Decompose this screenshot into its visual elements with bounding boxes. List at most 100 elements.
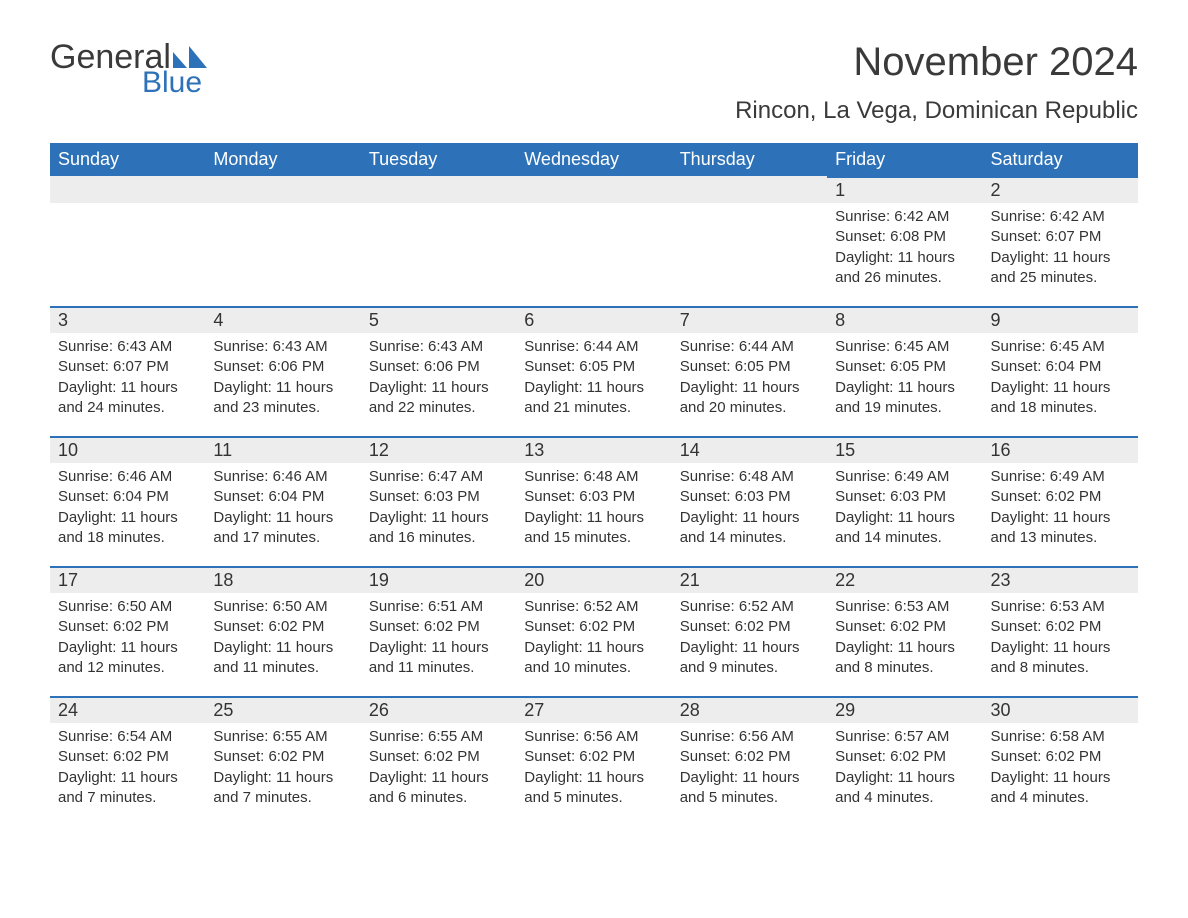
sunset-line: Sunset: 6:02 PM [58, 617, 197, 637]
brand-name-part2: Blue [142, 68, 207, 98]
day-number: 23 [983, 566, 1138, 593]
day-number: 15 [827, 436, 982, 463]
day-cell: 22Sunrise: 6:53 AMSunset: 6:02 PMDayligh… [827, 566, 982, 696]
day-content: Sunrise: 6:55 AMSunset: 6:02 PMDaylight:… [361, 723, 516, 818]
daylight-line: Daylight: 11 hours and 11 minutes. [369, 638, 508, 679]
day-cell: 24Sunrise: 6:54 AMSunset: 6:02 PMDayligh… [50, 696, 205, 826]
sunset-line: Sunset: 6:02 PM [524, 747, 663, 767]
day-number: 11 [205, 436, 360, 463]
day-number: 2 [983, 176, 1138, 203]
sunrise-line: Sunrise: 6:43 AM [369, 337, 508, 357]
daylight-line: Daylight: 11 hours and 25 minutes. [991, 248, 1130, 289]
day-content: Sunrise: 6:44 AMSunset: 6:05 PMDaylight:… [672, 333, 827, 428]
sunset-line: Sunset: 6:02 PM [369, 617, 508, 637]
day-cell: 20Sunrise: 6:52 AMSunset: 6:02 PMDayligh… [516, 566, 671, 696]
sunset-line: Sunset: 6:04 PM [991, 357, 1130, 377]
sunrise-line: Sunrise: 6:44 AM [680, 337, 819, 357]
sunset-line: Sunset: 6:05 PM [680, 357, 819, 377]
day-content: Sunrise: 6:53 AMSunset: 6:02 PMDaylight:… [983, 593, 1138, 688]
daylight-line: Daylight: 11 hours and 8 minutes. [991, 638, 1130, 679]
sunset-line: Sunset: 6:06 PM [369, 357, 508, 377]
day-cell: 1Sunrise: 6:42 AMSunset: 6:08 PMDaylight… [827, 176, 982, 306]
day-cell: 30Sunrise: 6:58 AMSunset: 6:02 PMDayligh… [983, 696, 1138, 826]
day-cell: 8Sunrise: 6:45 AMSunset: 6:05 PMDaylight… [827, 306, 982, 436]
week-row: 17Sunrise: 6:50 AMSunset: 6:02 PMDayligh… [50, 566, 1138, 696]
month-title: November 2024 [735, 40, 1138, 85]
weekday-header: Saturday [983, 143, 1138, 176]
day-number: 1 [827, 176, 982, 203]
day-cell [50, 176, 205, 306]
day-content: Sunrise: 6:53 AMSunset: 6:02 PMDaylight:… [827, 593, 982, 688]
day-number: 7 [672, 306, 827, 333]
week-row: 3Sunrise: 6:43 AMSunset: 6:07 PMDaylight… [50, 306, 1138, 436]
sunrise-line: Sunrise: 6:55 AM [369, 727, 508, 747]
day-cell [516, 176, 671, 306]
week-row: 1Sunrise: 6:42 AMSunset: 6:08 PMDaylight… [50, 176, 1138, 306]
sunrise-line: Sunrise: 6:43 AM [58, 337, 197, 357]
sunset-line: Sunset: 6:06 PM [213, 357, 352, 377]
sunset-line: Sunset: 6:02 PM [369, 747, 508, 767]
day-cell: 13Sunrise: 6:48 AMSunset: 6:03 PMDayligh… [516, 436, 671, 566]
daylight-line: Daylight: 11 hours and 12 minutes. [58, 638, 197, 679]
day-number: 3 [50, 306, 205, 333]
day-number: 4 [205, 306, 360, 333]
weeks-container: 1Sunrise: 6:42 AMSunset: 6:08 PMDaylight… [50, 176, 1138, 826]
sunset-line: Sunset: 6:05 PM [835, 357, 974, 377]
daylight-line: Daylight: 11 hours and 7 minutes. [58, 768, 197, 809]
day-content: Sunrise: 6:50 AMSunset: 6:02 PMDaylight:… [50, 593, 205, 688]
sunset-line: Sunset: 6:02 PM [835, 617, 974, 637]
day-number: 24 [50, 696, 205, 723]
day-number: 26 [361, 696, 516, 723]
day-content: Sunrise: 6:47 AMSunset: 6:03 PMDaylight:… [361, 463, 516, 558]
day-cell: 23Sunrise: 6:53 AMSunset: 6:02 PMDayligh… [983, 566, 1138, 696]
daylight-line: Daylight: 11 hours and 8 minutes. [835, 638, 974, 679]
sunset-line: Sunset: 6:03 PM [835, 487, 974, 507]
sunrise-line: Sunrise: 6:56 AM [680, 727, 819, 747]
day-content: Sunrise: 6:52 AMSunset: 6:02 PMDaylight:… [672, 593, 827, 688]
weekday-header: Tuesday [361, 143, 516, 176]
day-number: 13 [516, 436, 671, 463]
day-number: 21 [672, 566, 827, 593]
sunrise-line: Sunrise: 6:44 AM [524, 337, 663, 357]
sunrise-line: Sunrise: 6:55 AM [213, 727, 352, 747]
sunrise-line: Sunrise: 6:52 AM [680, 597, 819, 617]
day-number: 10 [50, 436, 205, 463]
day-content: Sunrise: 6:48 AMSunset: 6:03 PMDaylight:… [672, 463, 827, 558]
day-cell: 5Sunrise: 6:43 AMSunset: 6:06 PMDaylight… [361, 306, 516, 436]
week-row: 24Sunrise: 6:54 AMSunset: 6:02 PMDayligh… [50, 696, 1138, 826]
sunset-line: Sunset: 6:07 PM [58, 357, 197, 377]
weekday-header-row: SundayMondayTuesdayWednesdayThursdayFrid… [50, 143, 1138, 176]
day-content: Sunrise: 6:51 AMSunset: 6:02 PMDaylight:… [361, 593, 516, 688]
brand-logo: General Blue [50, 40, 207, 98]
daylight-line: Daylight: 11 hours and 11 minutes. [213, 638, 352, 679]
day-cell: 7Sunrise: 6:44 AMSunset: 6:05 PMDaylight… [672, 306, 827, 436]
day-cell: 4Sunrise: 6:43 AMSunset: 6:06 PMDaylight… [205, 306, 360, 436]
day-content: Sunrise: 6:56 AMSunset: 6:02 PMDaylight:… [672, 723, 827, 818]
sunset-line: Sunset: 6:04 PM [213, 487, 352, 507]
day-cell: 12Sunrise: 6:47 AMSunset: 6:03 PMDayligh… [361, 436, 516, 566]
daylight-line: Daylight: 11 hours and 19 minutes. [835, 378, 974, 419]
day-cell: 11Sunrise: 6:46 AMSunset: 6:04 PMDayligh… [205, 436, 360, 566]
sunset-line: Sunset: 6:02 PM [991, 617, 1130, 637]
daylight-line: Daylight: 11 hours and 14 minutes. [680, 508, 819, 549]
day-content: Sunrise: 6:55 AMSunset: 6:02 PMDaylight:… [205, 723, 360, 818]
sunrise-line: Sunrise: 6:45 AM [991, 337, 1130, 357]
day-content: Sunrise: 6:49 AMSunset: 6:02 PMDaylight:… [983, 463, 1138, 558]
daylight-line: Daylight: 11 hours and 9 minutes. [680, 638, 819, 679]
day-cell: 28Sunrise: 6:56 AMSunset: 6:02 PMDayligh… [672, 696, 827, 826]
daylight-line: Daylight: 11 hours and 18 minutes. [991, 378, 1130, 419]
empty-day-bar [50, 176, 205, 203]
day-content: Sunrise: 6:42 AMSunset: 6:07 PMDaylight:… [983, 203, 1138, 298]
daylight-line: Daylight: 11 hours and 18 minutes. [58, 508, 197, 549]
daylight-line: Daylight: 11 hours and 20 minutes. [680, 378, 819, 419]
day-cell: 9Sunrise: 6:45 AMSunset: 6:04 PMDaylight… [983, 306, 1138, 436]
day-number: 19 [361, 566, 516, 593]
day-cell: 17Sunrise: 6:50 AMSunset: 6:02 PMDayligh… [50, 566, 205, 696]
daylight-line: Daylight: 11 hours and 16 minutes. [369, 508, 508, 549]
sunrise-line: Sunrise: 6:53 AM [991, 597, 1130, 617]
title-block: November 2024 Rincon, La Vega, Dominican… [735, 40, 1138, 125]
daylight-line: Daylight: 11 hours and 17 minutes. [213, 508, 352, 549]
day-cell: 16Sunrise: 6:49 AMSunset: 6:02 PMDayligh… [983, 436, 1138, 566]
daylight-line: Daylight: 11 hours and 15 minutes. [524, 508, 663, 549]
day-content: Sunrise: 6:57 AMSunset: 6:02 PMDaylight:… [827, 723, 982, 818]
